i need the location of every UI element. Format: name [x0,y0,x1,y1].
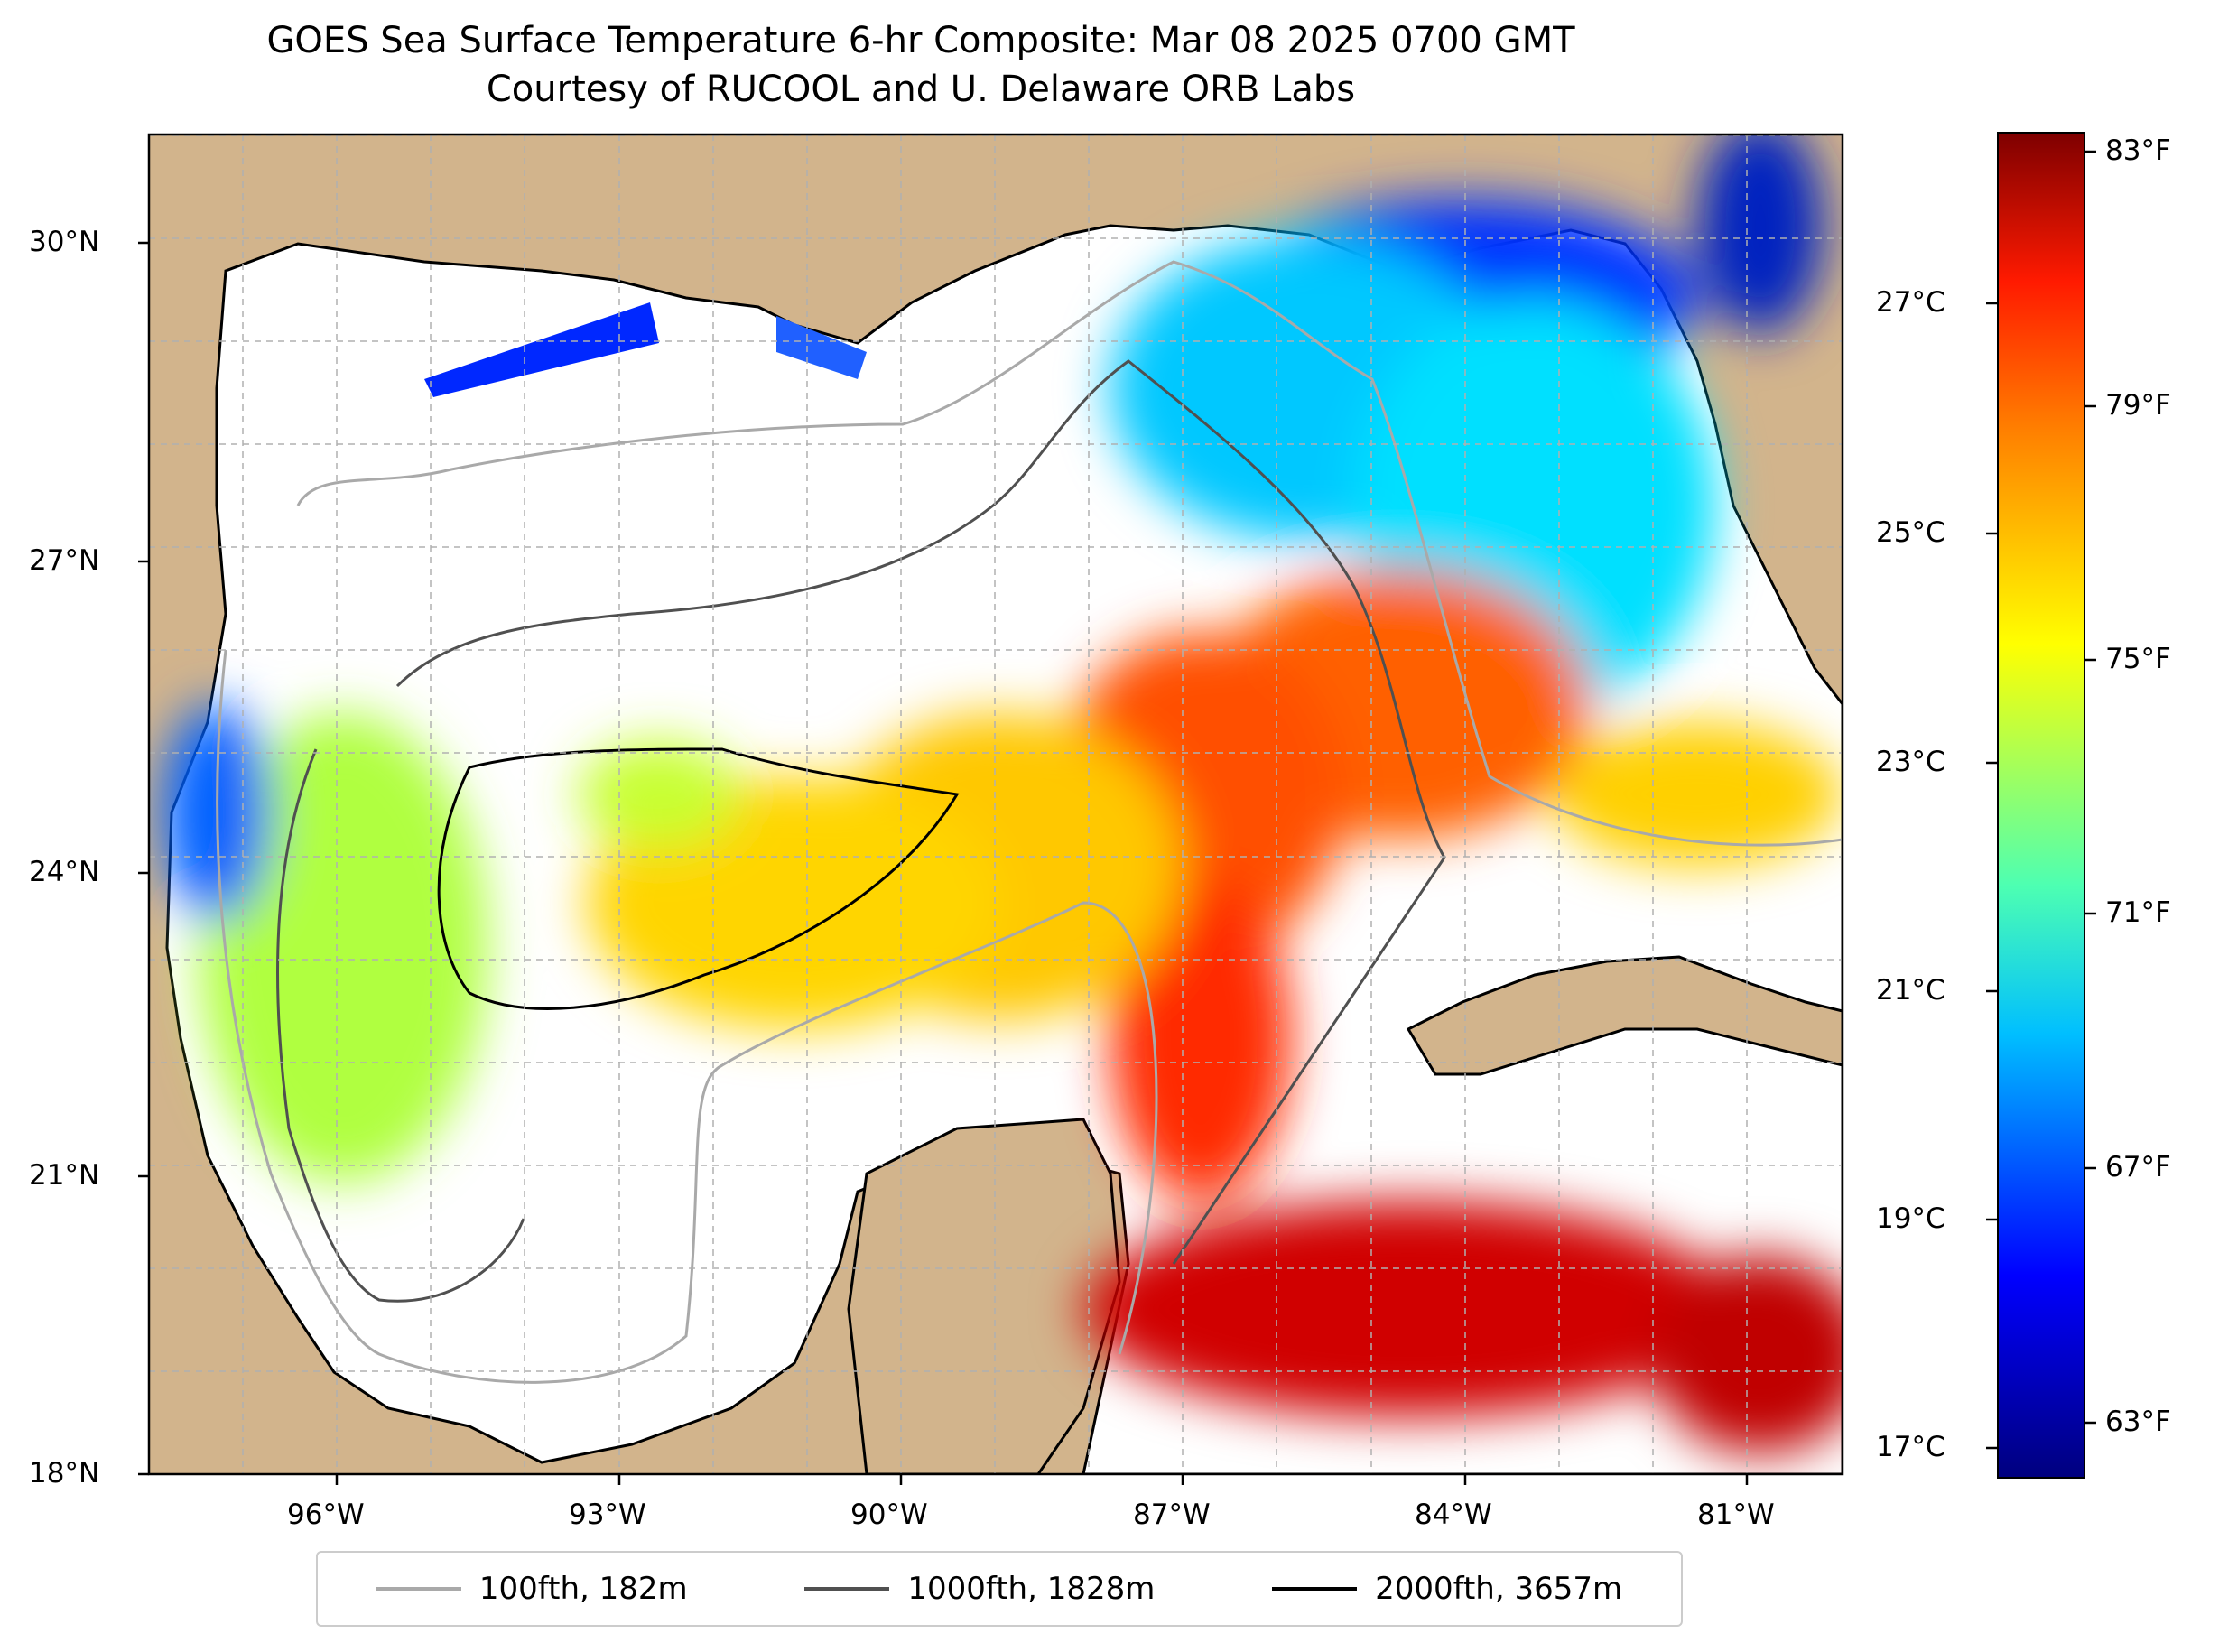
cold-strip-louisiana [776,316,867,379]
lat-tick-label: 21°N [29,1159,100,1192]
colorbar-celsius-label: 21°C [1876,974,1945,1007]
colorbar-celsius-label: 19°C [1876,1202,1945,1235]
colorbar-fahrenheit-label: 67°F [2105,1151,2171,1183]
cold-strip-texas [424,302,659,397]
lat-tick-label: 18°N [29,1457,100,1490]
lon-tick-label: 87°W [1133,1499,1211,1531]
legend-swatch [376,1587,461,1591]
legend-item-1000fth: 1000fth, 1828m [804,1571,1155,1607]
colorbar-celsius-label: 27°C [1876,286,1945,319]
legend-swatch [1272,1587,1358,1591]
map-title-line2: Courtesy of RUCOOL and U. Delaware ORB L… [486,69,1356,110]
colorbar-celsius-label: 17°C [1876,1431,1945,1463]
contour-100fth [216,260,1843,1384]
lon-tick-label: 84°W [1415,1499,1492,1531]
colorbar-fahrenheit-label: 83°F [2105,135,2171,167]
legend-label: 100fth, 182m [478,1571,688,1607]
colorbar [1997,132,2085,1479]
legend-item-100fth: 100fth, 182m [376,1571,688,1607]
legend-item-2000fth: 2000fth, 3657m [1272,1571,1622,1607]
colorbar-fahrenheit-label: 63°F [2105,1406,2171,1438]
colorbar-fahrenheit-label: 79°F [2105,389,2171,422]
lat-tick-label: 30°N [29,226,100,258]
legend-label: 1000fth, 1828m [907,1571,1156,1607]
contour-1000fth [276,359,1446,1303]
contour-2000fth [437,747,960,1010]
colorbar-ticks [1986,150,2096,1450]
lon-tick-label: 81°W [1697,1499,1775,1531]
lat-tick-label: 24°N [29,856,100,888]
map-title-line1: GOES Sea Surface Temperature 6-hr Compos… [266,20,1575,61]
colorbar-celsius-label: 23°C [1876,746,1945,778]
sst-field [162,135,1843,1453]
map-ticks [138,241,1749,1485]
colorbar-celsius-label: 25°C [1876,516,1945,549]
colorbar-fahrenheit-label: 75°F [2105,643,2171,675]
lon-tick-label: 93°W [569,1499,646,1531]
colorbar-fahrenheit-label: 71°F [2105,896,2171,929]
lat-tick-label: 27°N [29,544,100,577]
lon-tick-label: 90°W [850,1499,928,1531]
gridlines [149,135,1843,1474]
legend-swatch [804,1587,890,1591]
legend-label: 2000fth, 3657m [1375,1571,1623,1607]
yucatan-land [847,1118,1121,1474]
lon-tick-label: 96°W [287,1499,365,1531]
contour-legend: 100fth, 182m 1000fth, 1828m 2000fth, 365… [316,1551,1683,1627]
map-frame [147,133,1844,1476]
